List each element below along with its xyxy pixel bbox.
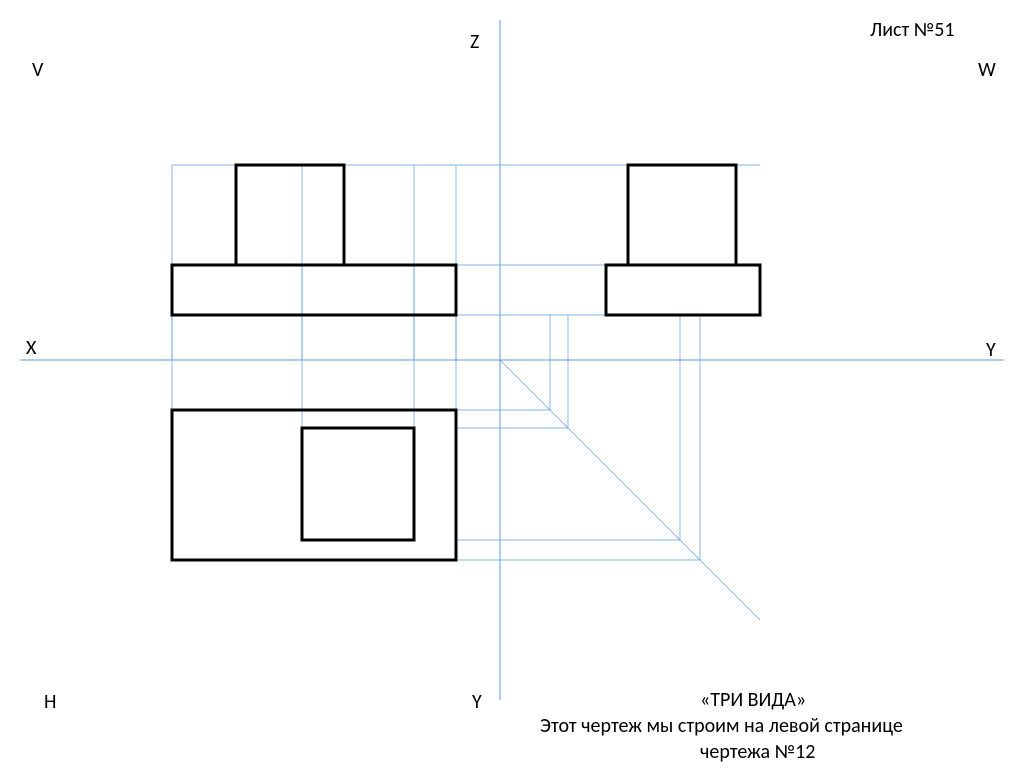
quadrant-label-h: H (44, 690, 56, 714)
engineering-diagram (0, 0, 1024, 768)
front-view-base (172, 265, 456, 315)
axis-label-y-right: Y (986, 338, 996, 362)
caption-line-2: чертежа №12 (700, 740, 815, 764)
axis-label-y-bottom: Y (472, 690, 482, 714)
quadrant-label-v: V (32, 58, 43, 82)
caption-line-1: Этот чертеж мы строим на левой странице (540, 714, 903, 738)
front-view-tower (236, 165, 344, 265)
top-view-inner (302, 428, 414, 540)
diagram-title: «ТРИ ВИДА» (700, 688, 806, 712)
axis-label-z: Z (470, 30, 479, 54)
side-view-tower (628, 165, 736, 265)
side-view-base (606, 265, 760, 315)
sheet-number: Лист №51 (870, 18, 955, 42)
quadrant-label-w: W (978, 58, 996, 82)
axis-label-x: X (26, 336, 36, 360)
